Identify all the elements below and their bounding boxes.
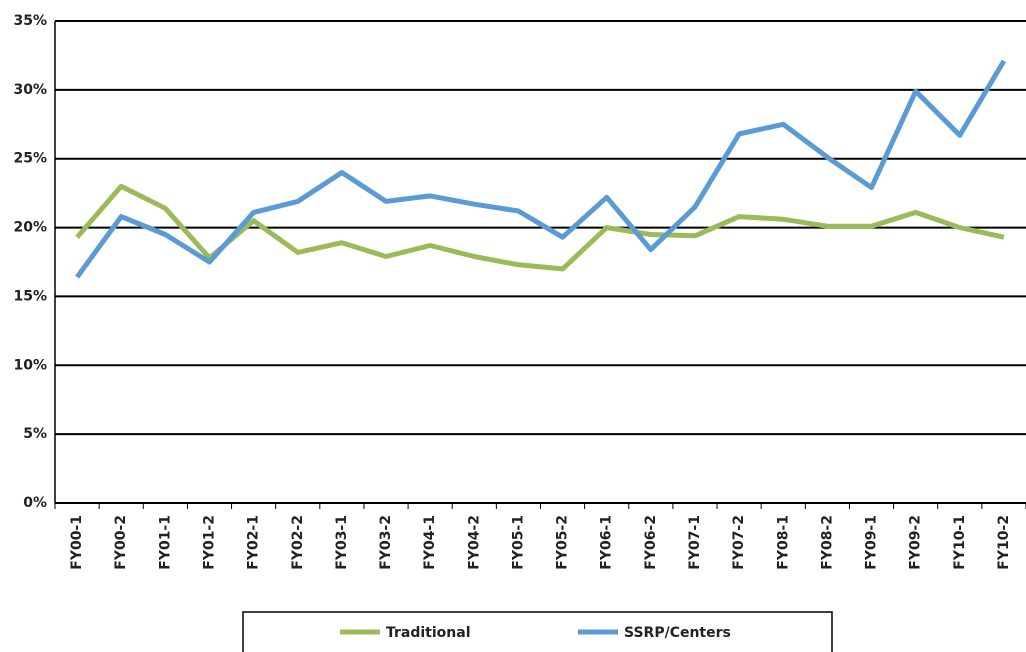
legend-label: Traditional: [386, 625, 471, 641]
x-tick-label: FY10-1: [952, 515, 968, 570]
x-tick-label: FY10-2: [996, 515, 1012, 570]
y-tick-label: 10%: [13, 357, 47, 373]
series-line: [75, 59, 1007, 279]
x-tick-label: FY08-1: [775, 515, 791, 570]
x-tick-label: FY05-1: [510, 515, 526, 570]
x-tick-label: FY05-2: [555, 515, 571, 570]
legend-box: [242, 611, 833, 652]
y-tick-label: 20%: [13, 220, 47, 236]
x-tick-label: FY03-2: [378, 515, 394, 570]
x-tick-label: FY06-1: [599, 515, 615, 570]
x-tick-label: FY04-2: [466, 515, 482, 570]
y-tick-label: 35%: [13, 13, 47, 29]
x-tick-label: FY07-2: [731, 515, 747, 570]
x-tick-label: FY02-1: [246, 515, 262, 570]
y-tick-label: 15%: [13, 288, 47, 304]
x-tick-label: FY01-2: [201, 515, 217, 570]
x-tick-label: FY01-1: [157, 515, 173, 570]
x-tick-label: FY04-1: [422, 515, 438, 570]
x-tick-label: FY09-1: [864, 515, 880, 570]
x-tick-label: FY07-1: [687, 515, 703, 570]
y-tick-label: 0%: [23, 495, 47, 511]
legend-label: SSRP/Centers: [624, 625, 731, 641]
x-tick-label: FY02-2: [290, 515, 306, 570]
x-tick-label: FY00-2: [113, 515, 129, 570]
x-tick-label: FY06-2: [643, 515, 659, 570]
y-tick-label: 25%: [13, 151, 47, 167]
x-tick-label: FY08-2: [819, 515, 835, 570]
x-tick-label: FY09-2: [908, 515, 924, 570]
y-tick-label: 30%: [13, 82, 47, 98]
x-tick-label: FY03-1: [334, 515, 350, 570]
y-tick-label: 5%: [23, 426, 47, 442]
x-tick-label: FY00-1: [69, 515, 85, 570]
